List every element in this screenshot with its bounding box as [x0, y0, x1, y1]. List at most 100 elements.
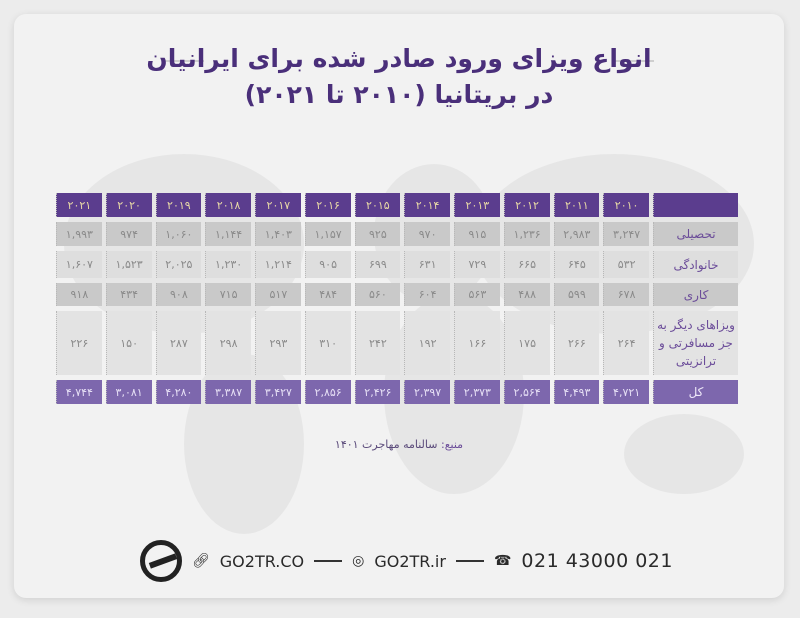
table-cell: ۴۸۸ — [503, 283, 550, 306]
table-cell: ۶۷۸ — [603, 283, 649, 306]
table-cell: ۵۶۰ — [354, 283, 401, 306]
visa-table: ۲۰۱۰ ۲۰۱۱ ۲۰۱۲ ۲۰۱۳ ۲۰۱۴ ۲۰۱۵ ۲۰۱۶ ۲۰۱۷ ۲۰۱۸ ۲۰۱۹… — [52, 188, 742, 409]
header-corner — [653, 193, 738, 217]
table-cell: ۱,۹۹۳ — [56, 222, 102, 246]
table-cell: ۴۳۴ — [105, 283, 152, 306]
title-rule-left — [164, 60, 204, 62]
table-cell: ۲۹۸ — [205, 311, 251, 375]
table-row: تحصیلی ۳,۲۴۷ ۲,۹۸۳ ۱,۲۳۶ ۹۱۵ ۹۷۰ ۹۲۵ ۱,۱۵۷ ۱,۴۰۳… — [56, 222, 738, 246]
table-cell: ۲۲۶ — [56, 311, 102, 375]
table-cell: ۲,۳۷۳ — [454, 380, 500, 404]
table-cell: ۱,۲۳۶ — [503, 222, 550, 246]
table-cell: ۲۹۳ — [255, 311, 301, 375]
year-header: ۲۰۱۹ — [155, 193, 202, 217]
table-cell: ۱,۴۰۳ — [255, 222, 301, 246]
table-cell: ۲۶۶ — [553, 311, 600, 375]
table-cell: ۹۰۵ — [304, 251, 351, 278]
website-link[interactable]: GO2TR.CO — [219, 551, 305, 571]
row-label: ویزاهای دیگر به جز مسافرتی و ترانزیتی — [653, 311, 738, 375]
row-label: تحصیلی — [653, 222, 738, 246]
instagram-link[interactable]: GO2TR.ir — [374, 551, 446, 571]
table-cell: ۵۱۷ — [255, 283, 301, 306]
table-cell: ۹۱۸ — [56, 283, 102, 306]
table-cell: ۴,۷۴۴ — [56, 380, 102, 404]
table-cell: ۳,۳۸۷ — [205, 380, 251, 404]
phone-number[interactable]: 021 43000 021 — [521, 550, 673, 572]
table-cell: ۱,۶۰۷ — [56, 251, 102, 278]
year-header: ۲۰۱۵ — [354, 193, 401, 217]
table-cell: ۵۳۲ — [603, 251, 649, 278]
year-header: ۲۰۲۰ — [105, 193, 152, 217]
table-header-row: ۲۰۱۰ ۲۰۱۱ ۲۰۱۲ ۲۰۱۳ ۲۰۱۴ ۲۰۱۵ ۲۰۱۶ ۲۰۱۷ ۲۰۱۸ ۲۰۱۹… — [56, 193, 738, 217]
brand-logo — [140, 540, 182, 582]
year-header: ۲۰۱۴ — [404, 193, 450, 217]
year-header: ۲۰۱۶ — [304, 193, 351, 217]
table-cell: ۲,۹۸۳ — [553, 222, 600, 246]
table-cell: ۶۴۵ — [553, 251, 600, 278]
table-cell: ۳,۰۸۱ — [105, 380, 152, 404]
row-label: کاری — [653, 283, 738, 306]
table-cell: ۱۷۵ — [503, 311, 550, 375]
table-cell: ۲,۳۹۷ — [404, 380, 450, 404]
table-cell: ۹۱۵ — [454, 222, 500, 246]
table-cell: ۹۷۰ — [404, 222, 450, 246]
table-cell: ۲,۵۶۴ — [503, 380, 550, 404]
table-cell: ۱,۱۵۷ — [304, 222, 351, 246]
source-text: سالنامه مهاجرت ۱۴۰۱ — [334, 438, 438, 451]
table-cell: ۱۵۰ — [105, 311, 152, 375]
table-row: کل ۴,۷۲۱ ۴,۴۹۳ ۲,۵۶۴ ۲,۳۷۳ ۲,۳۹۷ ۲,۴۲۶ ۲,۸۵۶ ۳,۴… — [56, 380, 738, 404]
source-note: منبع: سالنامه مهاجرت ۱۴۰۱ — [14, 438, 784, 451]
divider — [455, 560, 484, 562]
instagram-icon: ◎ — [352, 553, 365, 569]
table-cell: ۱,۰۶۰ — [155, 222, 202, 246]
year-header: ۲۰۲۱ — [56, 193, 102, 217]
year-header: ۲۰۱۰ — [603, 193, 649, 217]
page-subtitle: در بریتانیا (۲۰۱۰ تا ۲۰۲۱) — [244, 80, 554, 109]
table-cell: ۳۱۰ — [304, 311, 351, 375]
table-cell: ۲۴۲ — [354, 311, 401, 375]
table-cell: ۲۶۴ — [603, 311, 649, 375]
table-cell: ۵۹۹ — [553, 283, 600, 306]
table-cell: ۴۸۴ — [304, 283, 351, 306]
year-header: ۲۰۱۷ — [255, 193, 301, 217]
infographic-card: انواع ویزای ورود صادر شده برای ایرانیان … — [14, 14, 784, 598]
phone-icon: ☎ — [493, 553, 512, 569]
table-cell: ۱,۲۱۴ — [255, 251, 301, 278]
link-icon: 🔗︎ — [192, 553, 210, 569]
title-rule-right — [614, 60, 654, 62]
table-cell: ۲,۰۲۵ — [155, 251, 202, 278]
year-header: ۲۰۱۱ — [553, 193, 600, 217]
table-cell: ۵۶۳ — [454, 283, 500, 306]
table-cell: ۱۶۶ — [454, 311, 500, 375]
row-label: کل — [653, 380, 738, 404]
table-cell: ۶۹۹ — [354, 251, 401, 278]
table-cell: ۴,۲۸۰ — [155, 380, 202, 404]
table-cell: ۱,۲۳۰ — [205, 251, 251, 278]
table-cell: ۹۰۸ — [155, 283, 202, 306]
table-cell: ۱۹۲ — [404, 311, 450, 375]
table-row: کاری ۶۷۸ ۵۹۹ ۴۸۸ ۵۶۳ ۶۰۴ ۵۶۰ ۴۸۴ ۵۱۷ ۷۱۵ ۹۰۸ ۴۳۴ ۹۱۸ — [56, 283, 738, 306]
table-cell: ۱,۵۲۳ — [105, 251, 152, 278]
table-cell: ۲۸۷ — [155, 311, 202, 375]
table-cell: ۳,۲۴۷ — [603, 222, 649, 246]
table-cell: ۴,۴۹۳ — [553, 380, 600, 404]
table-cell: ۹۷۴ — [105, 222, 152, 246]
table-cell: ۷۱۵ — [205, 283, 251, 306]
year-header: ۲۰۱۸ — [205, 193, 251, 217]
divider — [314, 560, 343, 562]
table-cell: ۴,۷۲۱ — [603, 380, 649, 404]
footer: 🔗︎ GO2TR.CO ◎ GO2TR.ir ☎ 021 43000 021 — [140, 540, 673, 582]
table-cell: ۳,۴۲۷ — [255, 380, 301, 404]
table-cell: ۲,۸۵۶ — [304, 380, 351, 404]
year-header: ۲۰۱۳ — [454, 193, 500, 217]
page-title: انواع ویزای ورود صادر شده برای ایرانیان — [146, 44, 652, 73]
table-cell: ۹۲۵ — [354, 222, 401, 246]
table-cell: ۶۰۴ — [404, 283, 450, 306]
source-label: منبع: — [440, 438, 464, 451]
row-label: خانوادگی — [653, 251, 738, 278]
table-cell: ۲,۴۲۶ — [354, 380, 401, 404]
table-row: ویزاهای دیگر به جز مسافرتی و ترانزیتی ۲۶۴… — [56, 311, 738, 375]
table-cell: ۷۲۹ — [454, 251, 500, 278]
year-header: ۲۰۱۲ — [503, 193, 550, 217]
table-cell: ۶۶۵ — [503, 251, 550, 278]
